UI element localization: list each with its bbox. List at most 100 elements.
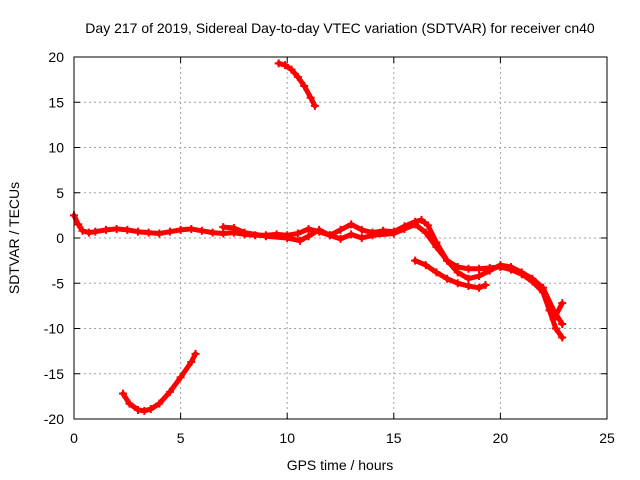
y-tick-label: 10 xyxy=(48,140,64,156)
data-point xyxy=(187,357,196,366)
data-point xyxy=(300,81,309,90)
data-point xyxy=(464,264,473,273)
data-point xyxy=(283,234,292,242)
data-point xyxy=(475,272,484,281)
x-tick-label: 15 xyxy=(386,430,402,446)
data-point xyxy=(475,264,484,273)
data-point xyxy=(496,261,505,270)
y-axis-label: SDTVAR / TECUs xyxy=(6,182,22,294)
data-point xyxy=(74,220,83,229)
axis-ticks xyxy=(73,56,608,420)
y-tick-label: 0 xyxy=(56,230,64,246)
series-segment-c xyxy=(411,256,490,292)
y-tick-label: -20 xyxy=(44,411,64,427)
y-tick-labels: -20 -15 -10 -5 0 5 10 15 20 xyxy=(44,49,64,427)
data-point xyxy=(400,224,409,233)
data-point xyxy=(191,349,200,358)
data-point xyxy=(464,274,473,283)
y-tick-label: 5 xyxy=(56,185,64,201)
data-point xyxy=(304,224,313,233)
data-point xyxy=(539,283,548,292)
data-point xyxy=(558,299,567,308)
data-point xyxy=(453,268,462,277)
data-point xyxy=(417,215,426,224)
y-tick-label: 15 xyxy=(48,94,64,110)
data-point xyxy=(453,279,462,288)
data-point xyxy=(411,220,420,229)
data-point xyxy=(274,59,283,68)
data-point xyxy=(176,373,185,382)
data-point xyxy=(432,268,441,277)
data-point xyxy=(140,406,149,415)
data-point xyxy=(78,226,87,235)
data-point xyxy=(551,324,560,333)
data-point xyxy=(507,262,516,271)
data-point xyxy=(528,274,537,283)
data-point xyxy=(347,220,356,229)
data-point xyxy=(155,399,164,408)
data-point xyxy=(325,231,334,240)
data-point xyxy=(281,61,290,70)
data-point xyxy=(421,261,430,270)
data-point xyxy=(485,266,494,275)
data-point xyxy=(119,389,128,398)
data-point xyxy=(287,65,296,74)
data-point xyxy=(389,229,398,238)
data-point xyxy=(357,234,366,242)
data-point xyxy=(125,399,134,408)
data-point xyxy=(304,232,313,241)
data-point xyxy=(481,281,490,290)
series-segment-d xyxy=(549,299,567,324)
series-line xyxy=(120,351,198,414)
data-point xyxy=(187,224,196,233)
y-tick-label: 20 xyxy=(48,49,64,65)
data-point xyxy=(336,234,345,243)
data-point xyxy=(336,225,345,234)
data-series xyxy=(70,59,567,415)
data-point xyxy=(165,387,174,396)
data-point xyxy=(146,405,155,414)
data-point xyxy=(165,227,174,236)
data-point xyxy=(423,221,432,230)
series-upper-arc xyxy=(274,59,319,110)
x-tick-label: 25 xyxy=(599,430,615,446)
data-point xyxy=(357,225,366,234)
data-point xyxy=(315,225,324,234)
data-point xyxy=(155,229,164,238)
series-line xyxy=(551,300,565,322)
series-main-track-b xyxy=(219,220,567,328)
data-point xyxy=(219,223,228,232)
data-point xyxy=(261,232,270,241)
data-point xyxy=(144,228,153,237)
x-tick-label: 10 xyxy=(279,430,295,446)
data-point xyxy=(558,319,567,328)
data-point xyxy=(517,268,526,277)
y-tick-label: -15 xyxy=(44,366,64,382)
data-point xyxy=(91,227,100,236)
data-point xyxy=(197,226,206,235)
data-point xyxy=(208,228,217,237)
data-point xyxy=(475,283,484,292)
data-point xyxy=(295,236,304,245)
y-tick-label: -10 xyxy=(44,321,64,337)
data-point xyxy=(421,228,430,237)
x-tick-label: 5 xyxy=(177,430,185,446)
data-point xyxy=(229,224,238,233)
data-point xyxy=(347,230,356,239)
data-point xyxy=(549,315,558,324)
series-lower-arc xyxy=(119,349,200,415)
data-point xyxy=(133,227,142,236)
data-point xyxy=(368,231,377,240)
data-point xyxy=(411,256,420,265)
x-tick-labels: 0 5 10 15 20 25 xyxy=(70,430,615,446)
x-tick-label: 20 xyxy=(493,430,509,446)
data-point xyxy=(443,274,452,283)
x-axis-label: GPS time / hours xyxy=(287,457,394,473)
x-tick-label: 0 xyxy=(70,430,78,446)
data-point xyxy=(112,224,121,233)
data-point xyxy=(293,72,302,81)
data-point xyxy=(464,281,473,290)
data-point xyxy=(101,225,110,234)
